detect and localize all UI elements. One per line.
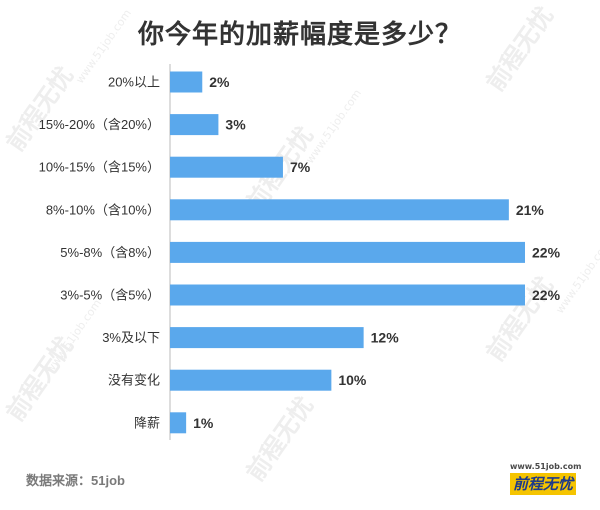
category-label: 10%-15%（含15%） — [39, 160, 160, 175]
value-label: 2% — [209, 74, 230, 90]
category-label: 3%-5%（含5%） — [60, 288, 160, 303]
bar — [170, 369, 332, 391]
bar — [170, 199, 509, 221]
category-label: 15%-20%（含20%） — [39, 117, 160, 132]
bar — [170, 71, 203, 93]
category-label: 8%-10%（含10%） — [46, 202, 160, 217]
value-label: 10% — [338, 372, 367, 388]
value-label: 1% — [193, 415, 214, 431]
logo-brand: 前程无忧 — [510, 473, 576, 495]
value-label: 7% — [290, 159, 311, 175]
chart-title: 你今年的加薪幅度是多少？ — [137, 19, 462, 49]
bar — [170, 114, 219, 136]
value-label: 21% — [516, 202, 545, 218]
category-label: 5%-8%（含8%） — [60, 245, 160, 260]
bar — [170, 241, 525, 263]
value-label: 22% — [532, 244, 561, 260]
value-label: 22% — [532, 287, 561, 303]
category-label: 没有变化 — [108, 373, 160, 388]
bar-chart: 20%以上 2% 15%-20%（含20%） 3% 10%-15%（含15%） 7% 8%-… — [39, 64, 561, 440]
category-label: 20%以上 — [108, 75, 160, 90]
bar — [170, 284, 525, 306]
bar — [170, 156, 283, 178]
logo-url: www.51job.com — [510, 462, 582, 471]
brand-logo: www.51job.com 前程无忧 — [506, 462, 582, 498]
value-label: 12% — [371, 330, 400, 346]
category-label: 降薪 — [134, 415, 160, 430]
value-label: 3% — [225, 117, 246, 133]
category-label: 3%及以下 — [102, 330, 160, 345]
bar — [170, 327, 364, 349]
bar — [170, 412, 187, 434]
data-source: 数据来源：51job — [26, 473, 125, 488]
